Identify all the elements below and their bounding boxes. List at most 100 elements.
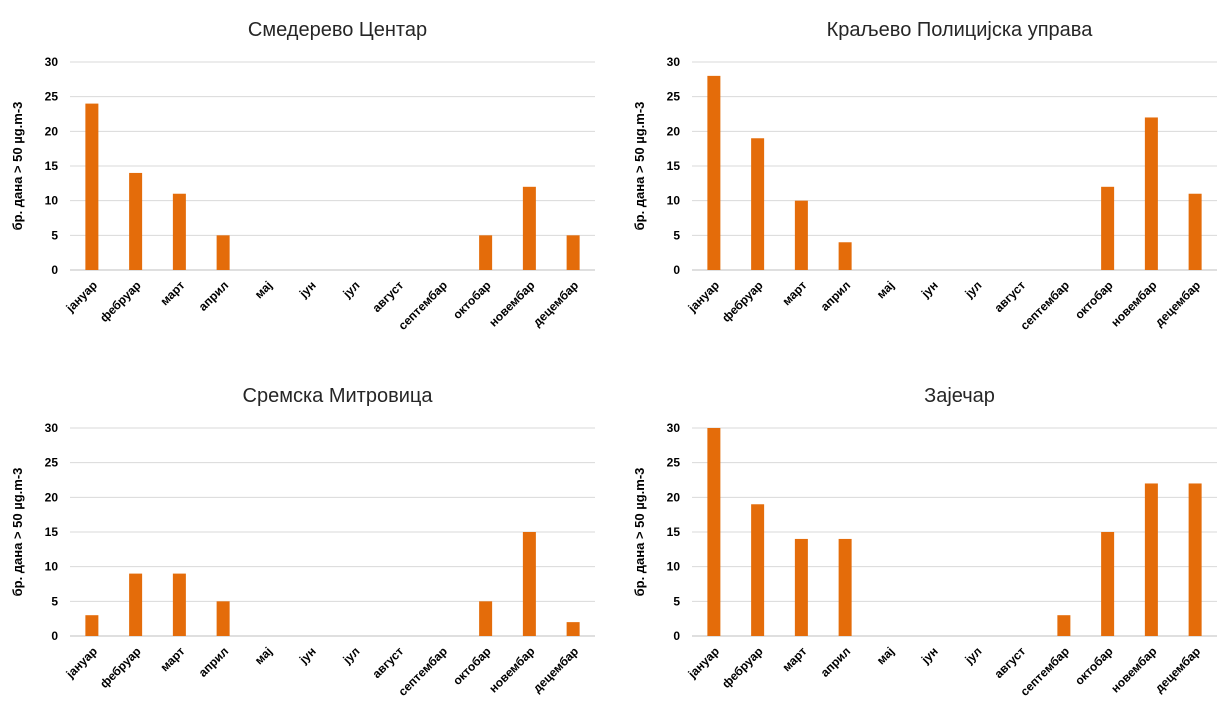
y-tick-label: 10	[45, 560, 59, 574]
x-tick-label: јануар	[685, 644, 722, 681]
x-tick-label: март	[779, 278, 809, 308]
x-tick-label: фебруар	[97, 278, 144, 325]
y-axis-label: бр. дана > 50 µg.m-3	[632, 468, 647, 597]
x-tick-label: април	[818, 644, 854, 680]
bar	[129, 573, 143, 636]
y-tick-label: 0	[673, 263, 680, 277]
bar	[838, 538, 852, 636]
y-tick-label: 15	[667, 159, 681, 173]
x-tick-label: јун	[918, 644, 941, 667]
chart-svg: Зајечар бр. дана > 50 µg.m-3 0 5 10 15 20 25 30 ј…	[632, 385, 1217, 699]
chart-svg: Смедерево Центар бр. дана > 50 µg.m-3 0 5 10…	[10, 19, 595, 333]
bar	[1057, 615, 1071, 636]
y-tick-label: 30	[45, 55, 59, 69]
x-tick-label: јул	[340, 644, 363, 667]
x-tick-label: новембар	[1108, 644, 1159, 695]
y-tick-label: 15	[45, 159, 59, 173]
y-tick-label: 25	[667, 90, 681, 104]
bar	[522, 532, 536, 636]
x-tick-label: мај	[252, 278, 275, 301]
x-tick-label: фебруар	[719, 644, 766, 691]
y-axis-label: бр. дана > 50 µg.m-3	[632, 102, 647, 231]
bar	[1188, 193, 1202, 270]
x-tick-label: јун	[296, 278, 319, 301]
x-tick-label: децембар	[530, 278, 581, 329]
x-tick-label: март	[157, 278, 187, 308]
y-tick-label: 20	[667, 124, 681, 138]
x-tick-label: фебруар	[719, 278, 766, 325]
x-tick-label: април	[196, 644, 232, 680]
y-tick-label: 10	[45, 194, 59, 208]
x-tick-label: октобар	[450, 644, 494, 688]
y-tick-label: 0	[51, 629, 58, 643]
x-tick-label: март	[157, 644, 187, 674]
bar	[216, 235, 230, 270]
y-tick-label: 15	[667, 525, 681, 539]
chart-svg: Сремска Митровица бр. дана > 50 µg.m-3 0 5 1…	[10, 385, 595, 699]
y-tick-label: 5	[673, 228, 680, 242]
bar	[794, 538, 808, 636]
bar	[566, 235, 580, 270]
x-tick-label: децембар	[1152, 644, 1203, 695]
x-tick-label: мај	[874, 644, 897, 667]
chart-title: Сремска Митровица	[243, 385, 434, 407]
y-tick-label: 30	[667, 55, 681, 69]
x-tick-label: јануар	[63, 278, 100, 315]
y-tick-label: 5	[51, 594, 58, 608]
bar	[522, 186, 536, 270]
x-tick-label: март	[779, 644, 809, 674]
bar	[751, 138, 765, 270]
x-tick-label: децембар	[530, 644, 581, 695]
x-tick-label: новембар	[486, 644, 537, 695]
bar	[216, 601, 230, 636]
bar	[172, 573, 186, 636]
y-axis-label: бр. дана > 50 µg.m-3	[10, 468, 25, 597]
y-tick-label: 20	[45, 124, 59, 138]
y-tick-label: 25	[45, 90, 59, 104]
bar	[1144, 117, 1158, 270]
x-tick-label: август	[369, 278, 406, 315]
x-tick-label: април	[196, 278, 232, 314]
bar	[172, 193, 186, 270]
y-tick-label: 25	[667, 456, 681, 470]
x-tick-label: август	[991, 278, 1028, 315]
bar	[794, 200, 808, 270]
chart-zajecar: Зајечар бр. дана > 50 µg.m-3 0 5 10 15 20 25 30 ј…	[622, 366, 1221, 716]
y-tick-label: 5	[673, 594, 680, 608]
bar	[707, 75, 721, 270]
y-tick-label: 10	[667, 560, 681, 574]
bar	[1188, 483, 1202, 636]
y-tick-label: 30	[45, 421, 59, 435]
x-tick-label: јануар	[685, 278, 722, 315]
bar	[566, 622, 580, 636]
y-axis-label: бр. дана > 50 µg.m-3	[10, 102, 25, 231]
x-tick-label: јул	[962, 644, 985, 667]
y-tick-label: 15	[45, 525, 59, 539]
y-tick-label: 30	[667, 421, 681, 435]
x-tick-label: децембар	[1152, 278, 1203, 329]
chart-svg: Краљево Полицијска управа бр. дана > 50 µ…	[632, 19, 1217, 333]
x-tick-label: октобар	[1072, 644, 1116, 688]
y-tick-label: 25	[45, 456, 59, 470]
x-tick-label: октобар	[450, 278, 494, 322]
bar	[1101, 532, 1115, 636]
bar	[85, 615, 99, 636]
bar	[129, 172, 143, 270]
y-tick-label: 20	[667, 490, 681, 504]
bar	[1144, 483, 1158, 636]
x-tick-label: јун	[918, 278, 941, 301]
x-tick-label: новембар	[1108, 278, 1159, 329]
x-tick-label: фебруар	[97, 644, 144, 691]
bar	[751, 504, 765, 636]
chart-title: Смедерево Центар	[248, 19, 427, 41]
bar	[838, 242, 852, 270]
bar	[479, 235, 493, 270]
bar	[707, 428, 721, 636]
y-tick-label: 20	[45, 490, 59, 504]
x-tick-label: јун	[296, 644, 319, 667]
x-tick-label: новембар	[486, 278, 537, 329]
x-tick-label: мај	[874, 278, 897, 301]
bar	[85, 103, 99, 270]
x-tick-label: мај	[252, 644, 275, 667]
x-tick-label: октобар	[1072, 278, 1116, 322]
